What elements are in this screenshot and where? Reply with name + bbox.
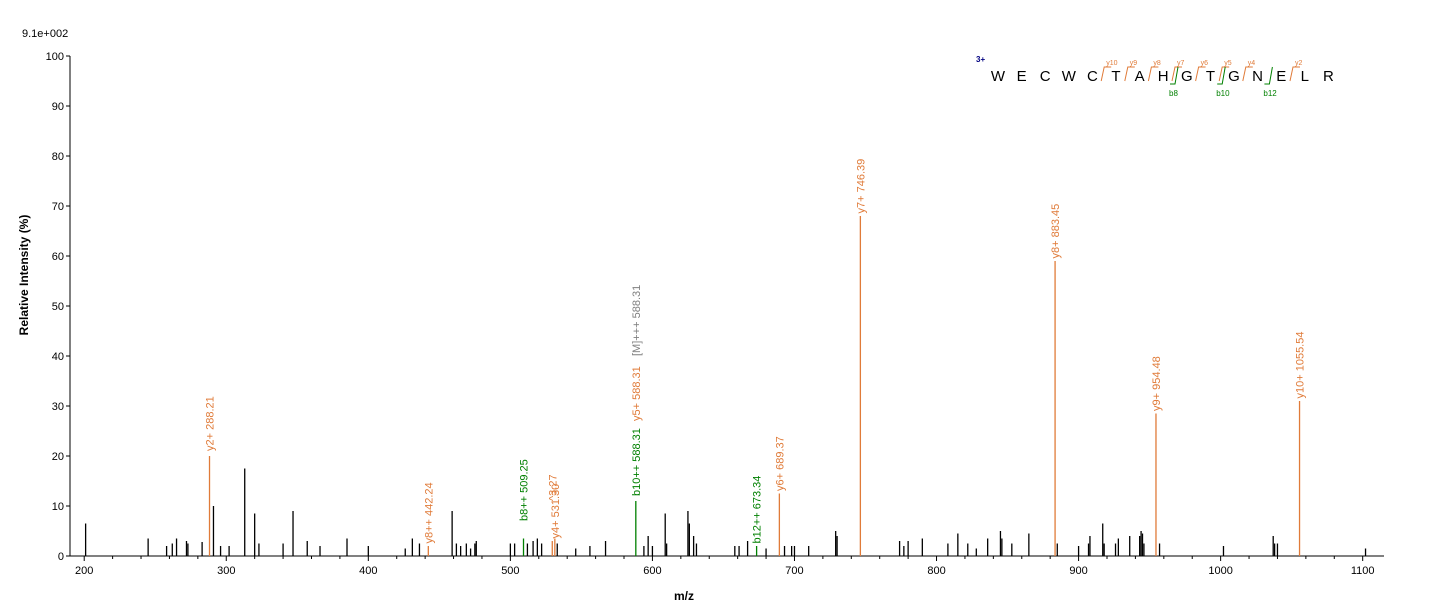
y-fragment-mark [1218,66,1230,82]
y-tick-label: 90 [52,101,64,113]
residue: G [1228,68,1240,85]
b-fragment-mark [1217,66,1226,85]
charge-state: 3+ [976,55,985,64]
y-tick-label: 0 [58,551,64,563]
b-fragment-label: b12 [1263,89,1277,98]
residue: T [1206,68,1215,85]
y-tick-label: 50 [52,301,64,313]
y-fragment-label: y2 [1295,60,1303,67]
peak-label: y8+ 883.45 [1050,204,1062,259]
y-fragment-label: y8 [1153,60,1161,67]
x-axis-title: m/z [674,589,694,603]
residue: C [1087,68,1098,85]
peaks [84,216,1367,556]
x-tick-label: 400 [359,565,377,577]
y-fragment-label: y7 [1177,60,1185,67]
b-fragment-label: b10 [1216,89,1230,98]
residue: A [1135,68,1145,85]
residue: W [991,68,1006,85]
residue: T [1111,68,1120,85]
b-fragment-label: b8 [1169,89,1178,98]
residue: E [1276,68,1286,85]
y-tick-label: 20 [52,451,64,463]
residue: C [1040,68,1051,85]
y-fragment-mark [1195,66,1206,82]
x-tick-label: 600 [643,565,661,577]
peak-label: y4+ 531.30 [550,484,562,539]
y-axis-title: Relative Intensity (%) [17,215,31,336]
peak-labels: y2+ 288.21 y8++ 442.24 b8++ 509.25 y4+ 531.… [205,159,1307,544]
x-tick-label: 700 [785,565,803,577]
residue: L [1301,68,1309,85]
peak-label: b12++ 673.34 [752,476,764,544]
peak-label: y7+ 746.39 [855,159,867,214]
x-tick-label: 200 [75,565,93,577]
y-fragment-mark [1242,66,1253,82]
peak-label: y10+ 1055.54 [1295,332,1307,399]
residue: R [1323,68,1334,85]
x-tick-label: 500 [501,565,519,577]
y-tick-label: 60 [52,251,64,263]
peak-label: b8++ 509.25 [519,459,531,521]
y-fragment-label: y10 [1106,60,1117,67]
residue: W [1062,68,1077,85]
peak-label: ^3.27 [547,474,559,501]
y-fragment-mark [1147,66,1159,82]
residue: H [1158,68,1169,85]
y-tick-label: 70 [52,201,64,213]
y-fragment-label: y6 [1201,60,1209,67]
y-tick-label: 100 [46,51,64,63]
axes: 0 10 20 30 40 50 60 70 80 90 100 200 300 400 500 600 700… [46,51,1384,577]
x-tick-label: 1000 [1208,565,1232,577]
residue: G [1181,68,1193,85]
residue: E [1017,68,1027,85]
y-tick-label: 40 [52,351,64,363]
y-fragment-label: y5 [1224,60,1232,67]
peak-label: [M]+++ 588.31 [631,285,643,356]
b-fragment-mark [1264,66,1273,85]
y-tick-label: 30 [52,401,64,413]
x-tick-label: 300 [217,565,235,577]
y-fragment-label: y4 [1248,60,1256,67]
y-fragment-mark [1100,66,1112,82]
peak-label: y8++ 442.24 [423,482,435,543]
x-tick-label: 1100 [1351,565,1375,577]
peak-label: b10++ 588.31 [631,428,643,496]
y-fragment-mark [1289,66,1300,82]
b-fragment-mark [1170,66,1179,85]
y-fragment-mark [1124,66,1135,82]
peak-label: y9+ 954.48 [1151,356,1163,411]
peak-label: y5+ 588.31 [631,366,643,421]
y-fragment-label: y9 [1130,60,1138,67]
peak-label: y2+ 288.21 [205,396,217,451]
x-tick-label: 800 [927,565,945,577]
y-tick-label: 10 [52,501,64,513]
y-tick-label: 80 [52,151,64,163]
scale-label: 9.1e+002 [22,28,68,40]
x-tick-label: 900 [1069,565,1087,577]
peak-label: y6+ 689.37 [774,436,786,491]
y-fragment-mark [1171,66,1182,82]
residue: N [1252,68,1263,85]
